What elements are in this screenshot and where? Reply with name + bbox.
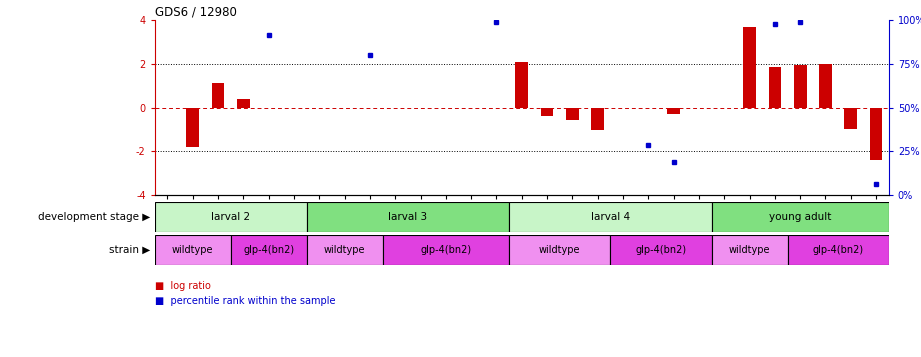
Text: wildtype: wildtype: [729, 245, 770, 255]
Bar: [509, 202, 712, 232]
Text: ■  percentile rank within the sample: ■ percentile rank within the sample: [155, 296, 335, 306]
Bar: [819, 64, 832, 107]
Text: larval 3: larval 3: [389, 212, 427, 222]
Text: larval 4: larval 4: [590, 212, 630, 222]
Text: wildtype: wildtype: [172, 245, 214, 255]
Text: wildtype: wildtype: [539, 245, 580, 255]
Bar: [155, 202, 307, 232]
Text: glp-4(bn2): glp-4(bn2): [243, 245, 294, 255]
Bar: [237, 99, 250, 107]
Bar: [787, 235, 889, 265]
Text: ■  log ratio: ■ log ratio: [155, 281, 211, 291]
Bar: [382, 235, 509, 265]
Text: wildtype: wildtype: [324, 245, 366, 255]
Bar: [712, 202, 889, 232]
Bar: [307, 202, 509, 232]
Bar: [591, 107, 604, 130]
Bar: [743, 26, 756, 107]
Bar: [212, 84, 225, 107]
Text: larval 2: larval 2: [211, 212, 251, 222]
Bar: [869, 107, 882, 160]
Bar: [516, 61, 528, 107]
Bar: [768, 67, 781, 107]
Bar: [509, 235, 611, 265]
Bar: [307, 235, 382, 265]
Bar: [845, 107, 857, 129]
Bar: [566, 107, 578, 120]
Bar: [611, 235, 712, 265]
Text: strain ▶: strain ▶: [109, 245, 150, 255]
Text: GDS6 / 12980: GDS6 / 12980: [155, 6, 237, 19]
Bar: [541, 107, 554, 116]
Bar: [230, 235, 307, 265]
Bar: [668, 107, 680, 114]
Text: glp-4(bn2): glp-4(bn2): [812, 245, 864, 255]
Text: glp-4(bn2): glp-4(bn2): [420, 245, 472, 255]
Bar: [155, 235, 230, 265]
Text: young adult: young adult: [769, 212, 832, 222]
Text: glp-4(bn2): glp-4(bn2): [635, 245, 686, 255]
Bar: [186, 107, 199, 147]
Bar: [794, 65, 807, 107]
Text: development stage ▶: development stage ▶: [38, 212, 150, 222]
Bar: [712, 235, 787, 265]
